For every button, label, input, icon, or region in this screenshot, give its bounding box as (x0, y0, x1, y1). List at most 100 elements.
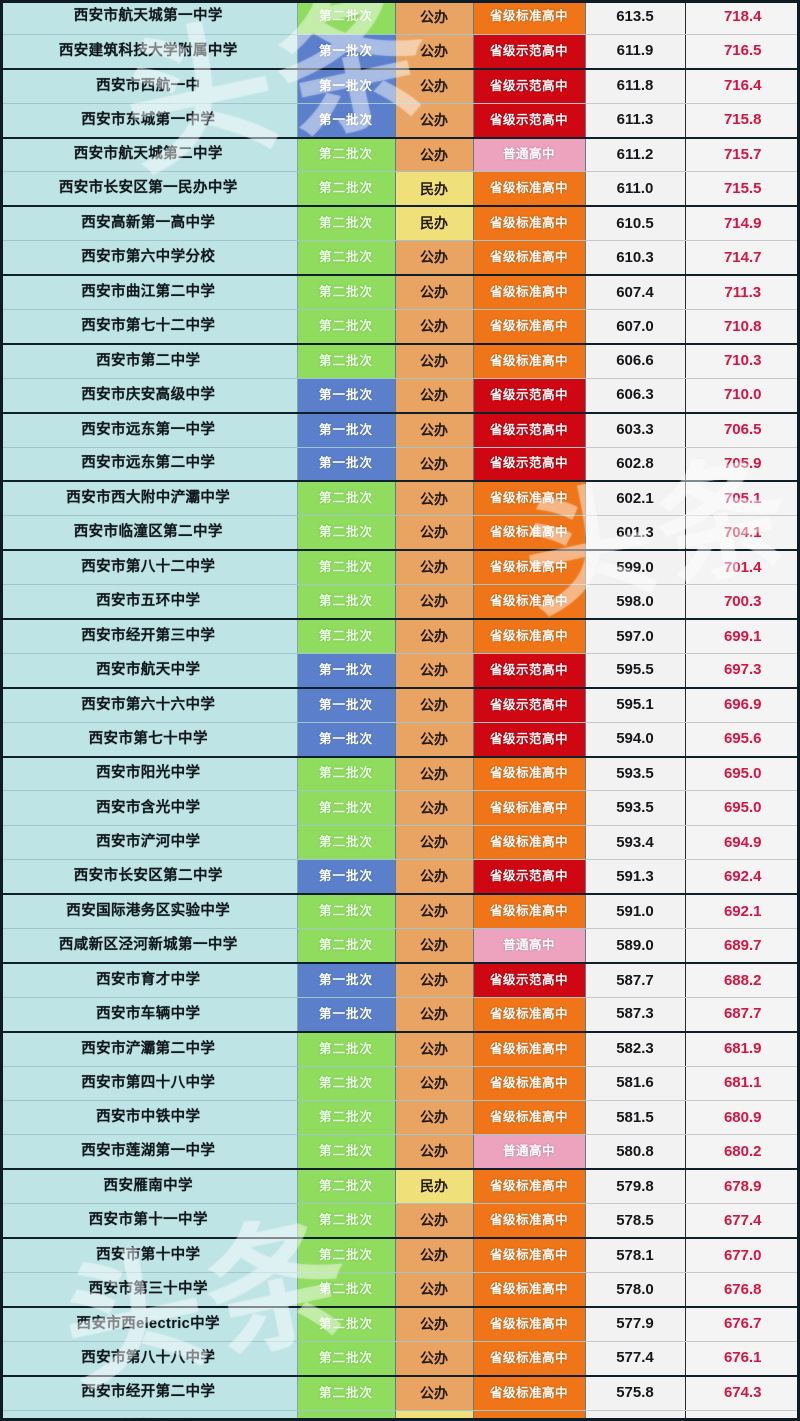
grade-cell: 省级示范高中 (473, 722, 586, 758)
school-name-cell: 西安市浐河中学 (0, 825, 298, 861)
grade-cell: 省级示范高中 (473, 653, 586, 689)
grade-cell: 省级标准高中 (473, 309, 586, 345)
school-name-cell: 西安市第八十八中学 (0, 1341, 298, 1377)
grade-cell: 省级标准高中 (473, 0, 586, 35)
score-cell: 610.3 (585, 240, 686, 277)
table-row: 西安市第十一中学 第二批次 公办 省级标准高中 578.5 677.4 (0, 1203, 800, 1240)
ownership-cell: 公办 (395, 790, 474, 826)
ownership-cell: 公办 (395, 1341, 474, 1377)
batch-cell: 第一批次 (297, 997, 396, 1033)
score-cell: 606.6 (585, 343, 686, 379)
index-cell: 678.9 (685, 1169, 800, 1205)
school-name-cell: 西安市东城第一中学 (0, 103, 298, 139)
table-row: 西安市长安区第一民办中学 第二批次 民办 省级标准高中 611.0 715.5 (0, 171, 800, 208)
score-cell: 580.8 (585, 1134, 686, 1171)
batch-cell: 第一批次 (297, 962, 396, 998)
ownership-cell: 公办 (395, 378, 474, 414)
table-row: 西安市第八十八中学 第二批次 公办 省级标准高中 577.4 676.1 (0, 1341, 800, 1377)
school-name-cell: 西安市西electric中学 (0, 1306, 298, 1342)
index-cell: 695.6 (685, 722, 800, 758)
ownership-cell: 公办 (395, 550, 474, 586)
grade-cell: 省级标准高中 (473, 790, 586, 826)
score-cell: 599.0 (585, 550, 686, 586)
batch-cell: 第一批次 (297, 412, 396, 448)
grade-cell: 普通高中 (473, 137, 586, 173)
score-cell: 597.0 (585, 619, 686, 654)
batch-cell: 第二批次 (297, 240, 396, 277)
batch-cell: 第二批次 (297, 1238, 396, 1273)
grade-cell: 省级标准高中 (473, 1341, 586, 1377)
ownership-cell: 公办 (395, 1066, 474, 1102)
score-cell: 595.1 (585, 687, 686, 723)
ownership-cell: 公办 (395, 309, 474, 345)
batch-cell: 第二批次 (297, 206, 396, 242)
school-name-cell: 西安市第十中学 (0, 1238, 298, 1273)
score-cell: 613.5 (585, 0, 686, 35)
ownership-cell: 民办 (395, 206, 474, 242)
table-row: 西安市车辆中学 第一批次 公办 省级标准高中 587.3 687.7 (0, 997, 800, 1033)
index-cell: 710.3 (685, 343, 800, 379)
grade-cell: 省级标准高中 (473, 1306, 586, 1342)
grade-cell: 普通高中 (473, 1134, 586, 1171)
index-cell: 699.1 (685, 619, 800, 654)
index-cell: 697.3 (685, 653, 800, 689)
score-cell: 611.2 (585, 137, 686, 173)
grade-cell: 省级标准高中 (473, 825, 586, 861)
grade-cell: 省级标准高中 (473, 619, 586, 654)
batch-cell: 第二批次 (297, 894, 396, 930)
score-cell: 593.5 (585, 790, 686, 826)
score-cell: 603.3 (585, 412, 686, 448)
table-row: 西安市第二中学 第二批次 公办 省级标准高中 606.6 710.3 (0, 343, 800, 379)
table-row: 西安高新第一高中学 第二批次 民办 省级标准高中 610.5 714.9 (0, 206, 800, 242)
score-cell: 594.0 (585, 722, 686, 758)
grade-cell: 省级示范高中 (473, 412, 586, 448)
table-row: 西安建筑科技大学附属中学 第一批次 公办 省级示范高中 611.9 716.5 (0, 34, 800, 70)
school-name-cell: 西安建筑科技大学附属中学 (0, 34, 298, 70)
grade-cell: 省级标准高中 (473, 343, 586, 379)
ownership-cell: 公办 (395, 137, 474, 173)
school-name-cell: 西安市远东第二中学 (0, 447, 298, 483)
ownership-cell: 公办 (395, 584, 474, 621)
ownership-cell: 民办 (395, 1169, 474, 1205)
batch-cell: 第二批次 (297, 171, 396, 208)
table-row: 西安国际港务区实验中学 第二批次 公办 省级标准高中 591.0 692.1 (0, 894, 800, 930)
index-cell: 715.7 (685, 137, 800, 173)
grade-cell: 省级标准高中 (473, 171, 586, 208)
batch-cell: 第二批次 (297, 515, 396, 552)
score-cell: 587.7 (585, 962, 686, 998)
table-row: 西安市第四十八中学 第二批次 公办 省级标准高中 581.6 681.1 (0, 1066, 800, 1102)
table-row: 西安市含光中学 第二批次 公办 省级标准高中 593.5 695.0 (0, 790, 800, 826)
score-cell: 591.0 (585, 894, 686, 930)
batch-cell: 第一批次 (297, 859, 396, 896)
grade-cell: 省级示范高中 (473, 447, 586, 483)
school-name-cell: 西安市五环中学 (0, 584, 298, 621)
grade-cell: 省级示范高中 (473, 859, 586, 896)
school-name-cell: 西安市第四十八中学 (0, 1066, 298, 1102)
ownership-cell: 公办 (395, 962, 474, 998)
table-row: 西安雁南中学 第二批次 民办 省级标准高中 579.8 678.9 (0, 1169, 800, 1205)
table-row: 西安市曲江第二中学 第二批次 公办 省级标准高中 607.4 711.3 (0, 275, 800, 311)
school-name-cell: 西安市第十一中学 (0, 1203, 298, 1240)
batch-cell: 第二批次 (297, 309, 396, 345)
score-cell: 593.5 (585, 756, 686, 792)
table-row: 西安市第七十中学 第一批次 公办 省级示范高中 594.0 695.6 (0, 722, 800, 758)
index-cell: 710.8 (685, 309, 800, 345)
grade-cell: 省级标准高中 (473, 1066, 586, 1102)
ownership-cell: 公办 (395, 343, 474, 379)
index-cell: 676.1 (685, 1341, 800, 1377)
index-cell: 701.4 (685, 550, 800, 586)
index-cell: 688.2 (685, 962, 800, 998)
school-name-cell: 西安市第六十六中学 (0, 687, 298, 723)
grade-cell: 省级标准高中 (473, 550, 586, 586)
school-name-cell: 西咸新区泾河新城第一中学 (0, 928, 298, 964)
index-cell: 711.3 (685, 275, 800, 311)
table-row: 西安市西electric中学 第二批次 公办 省级标准高中 577.9 676.7 (0, 1306, 800, 1342)
index-cell: 676.8 (685, 1272, 800, 1308)
ownership-cell: 公办 (395, 756, 474, 792)
batch-cell: 第二批次 (297, 619, 396, 654)
school-name-cell: 西安市第二中学 (0, 343, 298, 379)
ownership-cell: 公办 (395, 515, 474, 552)
index-cell: 692.1 (685, 894, 800, 930)
